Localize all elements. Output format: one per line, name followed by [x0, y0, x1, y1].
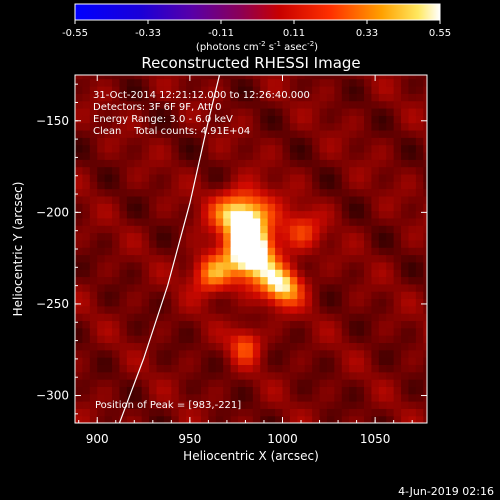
- chart-title: Reconstructed RHESSI Image: [141, 54, 360, 72]
- observation-info: 31-Oct-2014 12:21:12.000 to 12:26:40.000…: [93, 90, 310, 137]
- info-line-detectors: Detectors: 3F 6F 9F, Att 0: [93, 102, 221, 113]
- y-tick-label: −150: [36, 114, 69, 128]
- info-line-energy: Energy Range: 3.0 - 6.0 keV: [93, 114, 233, 125]
- y-axis-label: Heliocentric Y (arcsec): [11, 182, 25, 317]
- colorbar-ticks: -0.55 -0.33 -0.11 0.11 0.33 0.55: [62, 20, 451, 39]
- x-tick-label: 900: [86, 432, 109, 446]
- footer-date: 4-Jun-2019 02:16: [398, 485, 494, 498]
- info-line-counts: Clean Total counts: 4.91E+04: [93, 126, 250, 137]
- y-tick-label: −200: [36, 205, 69, 219]
- solar-limb-curve: [118, 75, 221, 423]
- colorbar-tick-label: 0.55: [429, 28, 451, 39]
- colorbar-tick-label: 0.33: [356, 28, 378, 39]
- axis-ticks: 900 950 1000 1050 −150 −200 −250 −300: [36, 75, 427, 446]
- colorbar: [74, 3, 441, 21]
- info-line-time: 31-Oct-2014 12:21:12.000 to 12:26:40.000: [93, 90, 310, 101]
- colorbar-tick-label: -0.33: [135, 28, 161, 39]
- peak-position-label: Position of Peak = [983,-221]: [95, 400, 241, 411]
- x-tick-label: 950: [178, 432, 201, 446]
- x-axis-label: Heliocentric X (arcsec): [183, 449, 319, 463]
- y-tick-label: −250: [36, 297, 69, 311]
- colorbar-tick-label: 0.11: [283, 28, 305, 39]
- colorbar-tick-label: -0.55: [62, 28, 88, 39]
- colorbar-unit-label: (photons cm-2 s-1 asec-2): [196, 40, 318, 53]
- x-tick-label: 1000: [267, 432, 298, 446]
- colorbar-tick-label: -0.11: [208, 28, 234, 39]
- x-tick-label: 1050: [360, 432, 391, 446]
- heatmap-image: [75, 75, 427, 423]
- y-tick-label: −300: [36, 389, 69, 403]
